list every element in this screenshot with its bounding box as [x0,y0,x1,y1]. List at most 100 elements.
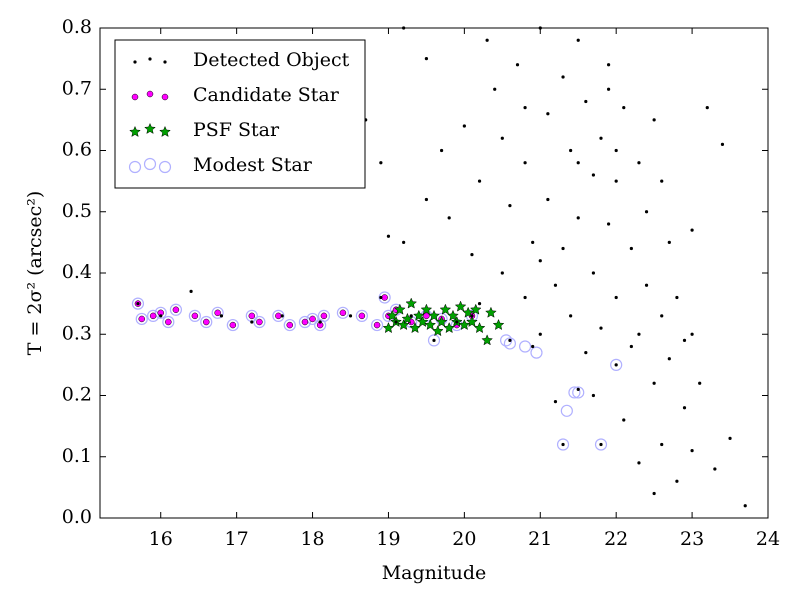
point [470,253,474,257]
point [690,228,694,232]
point [211,306,224,319]
point [131,297,145,310]
x-axis-label: Magnitude [382,562,487,584]
point [503,337,517,350]
point [599,136,603,140]
point [569,314,573,318]
point [553,400,558,404]
point [508,338,512,342]
point [455,320,459,324]
point [466,315,478,327]
point [393,303,406,315]
point [614,179,618,183]
point [379,295,383,300]
point [286,321,294,329]
point [443,321,456,334]
x-tick-label: 21 [528,528,552,550]
point [423,312,430,320]
point [161,93,169,101]
point [485,38,489,42]
x-tick-label: 22 [604,528,628,550]
point [458,318,471,331]
point [599,442,603,447]
point [250,320,254,324]
point [560,404,573,417]
point [131,93,139,101]
point [405,297,418,309]
point [128,160,142,174]
point [394,320,398,324]
point [561,75,565,79]
legend-label: Detected Object [193,49,350,71]
point [412,309,425,321]
point [584,99,588,104]
point [386,234,391,238]
point [743,504,747,508]
point [538,259,542,263]
point [143,157,157,171]
point [138,315,145,323]
y-tick-label: 0.2 [62,384,92,406]
point [378,291,391,304]
point [379,161,383,165]
point [129,125,141,137]
point [133,60,137,64]
legend-label: PSF Star [193,119,280,141]
point [518,340,532,353]
point [477,302,482,306]
point [149,312,157,320]
point [229,321,237,329]
y-tick-label: 0.7 [62,77,92,99]
y-tick-label: 0.5 [62,200,92,222]
point [500,334,513,347]
point [280,314,284,318]
point [568,386,581,399]
point [454,300,467,312]
point [629,344,633,349]
x-tick-label: 23 [680,528,704,550]
point [298,315,312,329]
point [370,318,384,332]
point [629,246,633,251]
point [652,118,656,122]
x-tick-label: 17 [225,528,249,550]
point [556,438,570,451]
point [508,204,512,208]
point [172,306,180,313]
point [439,303,452,315]
point [154,306,167,319]
y-tick-label: 0.8 [62,16,92,38]
point [358,312,366,320]
point [318,320,322,324]
x-tick-label: 20 [452,528,476,550]
point [500,271,504,275]
point [339,309,347,317]
point [637,461,641,465]
point [200,315,213,329]
y-tick-label: 0.1 [62,445,92,467]
x-tick-label: 16 [149,528,173,550]
point [622,106,626,110]
point [424,318,437,331]
point [283,318,296,332]
point [530,346,543,359]
point [644,283,649,287]
point [272,309,285,322]
point [675,295,679,300]
point [191,312,199,320]
point [652,381,656,385]
point [538,26,542,30]
point [591,393,596,398]
point [381,294,388,301]
point [431,325,444,337]
point [606,87,611,91]
point [306,312,319,326]
point [144,122,156,134]
point [591,173,596,177]
point [561,246,565,251]
point [531,240,535,244]
point [470,314,474,318]
point [169,303,183,316]
y-tick-label: 0.3 [62,322,92,344]
point [660,179,664,183]
